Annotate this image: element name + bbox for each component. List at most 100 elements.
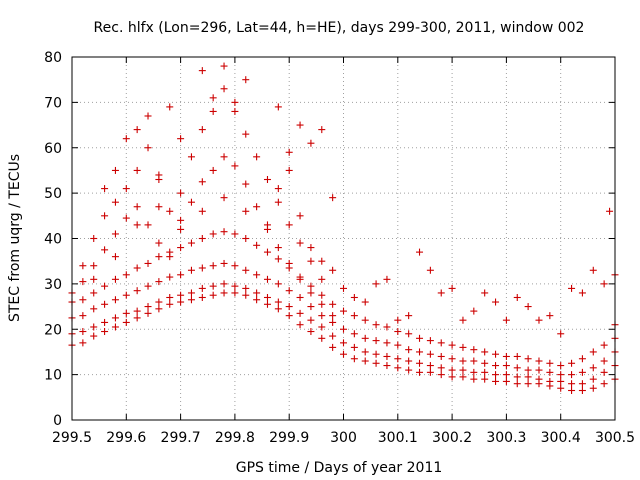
x-tick-label: 300.1 xyxy=(378,430,418,446)
data-point xyxy=(253,203,261,211)
data-point xyxy=(187,266,195,274)
data-point xyxy=(177,244,185,252)
data-point xyxy=(329,312,337,320)
data-point xyxy=(242,291,250,299)
y-tick-label: 80 xyxy=(44,50,62,66)
y-tick-label: 70 xyxy=(44,95,62,111)
data-point xyxy=(79,262,87,270)
data-point xyxy=(101,300,109,308)
data-point xyxy=(242,130,250,138)
data-point xyxy=(513,352,521,360)
data-point xyxy=(101,328,109,336)
data-point xyxy=(437,371,445,379)
data-point xyxy=(606,207,614,215)
data-point xyxy=(383,275,391,283)
data-point xyxy=(263,293,271,301)
data-point xyxy=(111,198,119,206)
data-point xyxy=(513,364,521,372)
data-point xyxy=(187,239,195,247)
data-point xyxy=(133,203,141,211)
data-point xyxy=(492,377,500,385)
data-point xyxy=(253,296,261,304)
data-point xyxy=(329,318,337,326)
data-point xyxy=(90,289,98,297)
data-point xyxy=(166,273,174,281)
data-point xyxy=(155,253,163,261)
data-point xyxy=(394,364,402,372)
y-tick-label: 0 xyxy=(53,413,62,429)
data-point xyxy=(481,289,489,297)
data-point xyxy=(198,67,206,75)
data-point xyxy=(470,375,478,383)
data-point xyxy=(318,312,326,320)
axis-ticks: 299.5 299.6 299.7 299.8 299.9 300 300.1 300.2 30… xyxy=(44,50,635,446)
data-point xyxy=(144,144,152,152)
data-point xyxy=(166,293,174,301)
data-point xyxy=(513,373,521,381)
data-point xyxy=(90,323,98,331)
data-point xyxy=(274,255,282,263)
data-point xyxy=(101,185,109,193)
data-point xyxy=(263,275,271,283)
data-point xyxy=(209,166,217,174)
data-point xyxy=(589,266,597,274)
data-point xyxy=(524,355,532,363)
data-point xyxy=(209,107,217,115)
data-point xyxy=(481,375,489,383)
data-point xyxy=(274,103,282,111)
data-point xyxy=(231,262,239,270)
data-point xyxy=(568,371,576,379)
data-point xyxy=(448,355,456,363)
data-point xyxy=(578,387,586,395)
data-point xyxy=(426,337,434,345)
data-point xyxy=(394,316,402,324)
data-point xyxy=(166,103,174,111)
data-point xyxy=(90,262,98,270)
data-point xyxy=(111,253,119,261)
data-point xyxy=(177,216,185,224)
data-point xyxy=(307,244,315,252)
data-point xyxy=(557,330,565,338)
data-point xyxy=(133,166,141,174)
y-tick-label: 10 xyxy=(44,368,62,384)
x-tick-label: 299.5 xyxy=(52,430,92,446)
data-point xyxy=(90,332,98,340)
data-point xyxy=(416,348,424,356)
data-point xyxy=(166,207,174,215)
data-point xyxy=(101,212,109,220)
data-point xyxy=(198,293,206,301)
data-point xyxy=(350,293,358,301)
data-point xyxy=(318,323,326,331)
data-point xyxy=(437,352,445,360)
data-point xyxy=(155,305,163,313)
data-point xyxy=(524,373,532,381)
data-point xyxy=(285,221,293,229)
data-point xyxy=(557,362,565,370)
data-point xyxy=(144,112,152,120)
data-point xyxy=(133,287,141,295)
data-point xyxy=(122,318,130,326)
data-point xyxy=(600,357,608,365)
data-point xyxy=(405,366,413,374)
data-point xyxy=(144,309,152,317)
data-point xyxy=(557,384,565,392)
data-point xyxy=(285,287,293,295)
data-point xyxy=(513,293,521,301)
data-point xyxy=(394,355,402,363)
data-point xyxy=(340,307,347,315)
data-point xyxy=(242,266,250,274)
data-point xyxy=(79,296,87,304)
data-point xyxy=(578,380,586,388)
data-point xyxy=(416,368,424,376)
data-point xyxy=(405,357,413,365)
data-point xyxy=(122,291,130,299)
data-point xyxy=(177,298,185,306)
data-point xyxy=(318,291,326,299)
data-point xyxy=(177,135,185,143)
data-point xyxy=(307,328,315,336)
data-point xyxy=(209,262,217,270)
data-point xyxy=(253,289,261,297)
data-point xyxy=(481,368,489,376)
data-point xyxy=(187,153,195,161)
data-point xyxy=(209,282,217,290)
